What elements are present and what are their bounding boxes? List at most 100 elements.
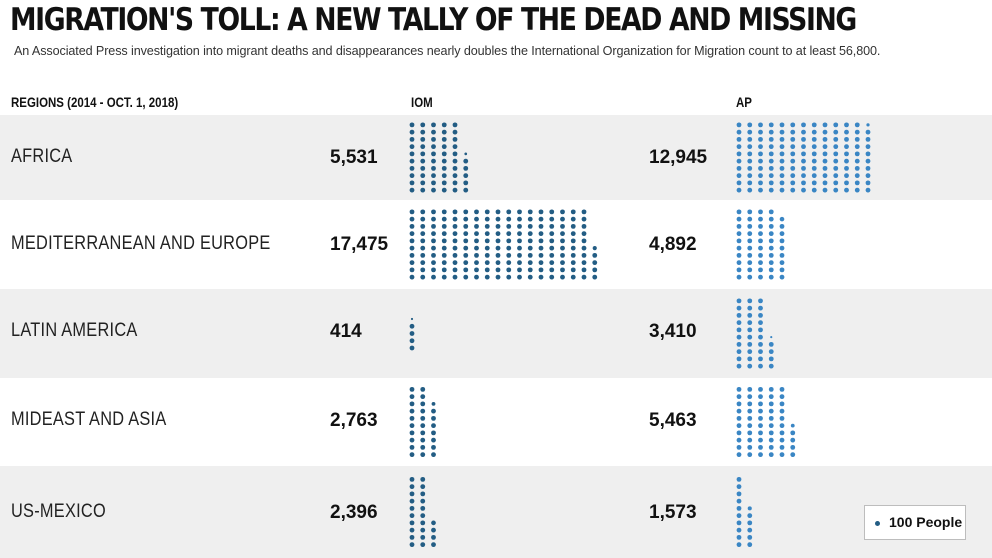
iom-dot-mideast-and-asia — [420, 452, 426, 458]
iom-dot-mediterranean-and-europe — [517, 245, 522, 251]
ap-dot-latin-america — [758, 356, 763, 362]
iom-dot-mediterranean-and-europe — [506, 274, 512, 280]
iom-dot-africa — [409, 165, 415, 171]
ap-dot-africa — [811, 151, 817, 157]
iom-dot-us-mexico — [420, 520, 426, 526]
iom-dot-mediterranean-and-europe — [431, 252, 436, 258]
iom-dot-mediterranean-and-europe — [452, 252, 458, 258]
iom-dot-mediterranean-and-europe — [549, 209, 555, 215]
iom-dot-mediterranean-and-europe — [517, 238, 522, 244]
ap-dot-africa — [854, 173, 860, 179]
iom-dot-us-mexico — [420, 505, 426, 511]
iom-dot-mediterranean-and-europe — [452, 267, 458, 273]
ap-dot-latin-america — [736, 305, 742, 311]
iom-dot-mediterranean-and-europe — [441, 245, 447, 251]
ap-dot-africa — [758, 187, 763, 193]
iom-dot-us-mexico — [409, 484, 415, 490]
ap-dot-latin-america — [747, 341, 753, 347]
ap-dot-africa — [747, 180, 753, 186]
iom-dot-mediterranean-and-europe — [527, 223, 533, 229]
legend-dot-icon — [875, 521, 880, 526]
iom-dot-africa — [420, 144, 426, 150]
ap-dot-mideast-and-asia — [790, 452, 796, 458]
iom-dot-mediterranean-and-europe — [441, 260, 447, 266]
ap-dot-us-mexico — [736, 498, 742, 504]
iom-dot-mediterranean-and-europe — [506, 245, 512, 251]
ap-dot-latin-america — [758, 341, 763, 347]
ap-dot-latin-america-partial — [770, 336, 773, 339]
iom-dot-latin-america — [409, 338, 415, 344]
ap-value: 3,410 — [649, 321, 697, 342]
ap-dot-us-mexico-partial — [747, 506, 752, 511]
iom-dot-mediterranean-and-europe — [549, 245, 555, 251]
iom-dot-mediterranean-and-europe — [581, 223, 587, 229]
ap-dot-mediterranean-and-europe — [779, 238, 785, 244]
iom-dot-mediterranean-and-europe — [560, 223, 565, 229]
ap-dot-africa — [736, 151, 742, 157]
iom-dot-mediterranean-and-europe — [538, 216, 544, 222]
region-label: MEDITERRANEAN AND EUROPE — [11, 233, 271, 254]
ap-dot-africa — [790, 173, 796, 179]
iom-dot-mediterranean-and-europe — [495, 209, 501, 215]
ap-dot-mideast-and-asia — [779, 408, 785, 414]
ap-dot-africa — [758, 165, 763, 171]
ap-dot-africa — [801, 136, 806, 142]
iom-dot-africa — [452, 129, 458, 135]
ap-dot-mideast-and-asia — [736, 408, 742, 414]
ap-dot-africa — [779, 158, 785, 164]
iom-dot-us-mexico — [409, 491, 415, 497]
ap-dot-africa — [790, 158, 796, 164]
iom-dot-africa — [441, 180, 447, 186]
iom-dot-africa — [409, 136, 415, 142]
ap-dot-africa — [779, 173, 785, 179]
table-row-mediterranean-and-europe: MEDITERRANEAN AND EUROPE 17,475 4,892 — [0, 200, 992, 289]
ap-dot-mideast-and-asia — [768, 452, 774, 458]
iom-dot-mediterranean-and-europe — [452, 238, 458, 244]
ap-value: 5,463 — [649, 410, 697, 431]
iom-dot-us-mexico — [409, 513, 415, 519]
ap-dot-mideast-and-asia — [758, 430, 763, 436]
iom-dot-us-mexico — [431, 534, 436, 540]
ap-dot-africa — [833, 187, 839, 193]
iom-dot-mideast-and-asia — [409, 415, 415, 421]
iom-dot-mediterranean-and-europe — [463, 260, 469, 266]
iom-dot-mediterranean-and-europe — [527, 216, 533, 222]
iom-dot-africa — [463, 187, 469, 193]
iom-dot-africa — [420, 122, 426, 128]
iom-dot-mediterranean-and-europe — [474, 223, 479, 229]
ap-dot-africa — [844, 173, 849, 179]
ap-dot-africa — [822, 136, 828, 142]
iom-dot-us-mexico-partial — [431, 520, 436, 526]
iom-dot-africa — [420, 158, 426, 164]
ap-dot-africa — [844, 122, 849, 128]
ap-dot-mediterranean-and-europe — [768, 245, 774, 251]
ap-dot-mideast-and-asia — [768, 394, 774, 400]
iom-dot-mediterranean-and-europe — [560, 238, 565, 244]
ap-dot-mediterranean-and-europe — [779, 260, 785, 266]
iom-dot-mediterranean-and-europe — [527, 245, 533, 251]
ap-dot-mediterranean-and-europe — [779, 223, 785, 229]
iom-dot-us-mexico — [409, 498, 415, 504]
ap-dot-africa — [768, 122, 774, 128]
iom-dot-africa — [441, 136, 447, 142]
iom-dot-mediterranean-and-europe — [549, 274, 555, 280]
iom-dot-mideast-and-asia — [431, 444, 436, 450]
iom-dot-mideast-and-asia — [409, 430, 415, 436]
ap-dot-us-mexico — [736, 520, 742, 526]
iom-dot-africa — [441, 129, 447, 135]
ap-dot-mideast-and-asia — [779, 444, 785, 450]
ap-dot-africa — [801, 122, 806, 128]
ap-dot-africa — [865, 151, 871, 157]
ap-dot-africa — [758, 158, 763, 164]
ap-dot-us-mexico — [747, 534, 753, 540]
iom-dot-mediterranean-and-europe — [549, 238, 555, 244]
iom-dot-mediterranean-and-europe — [506, 209, 512, 215]
ap-dot-africa — [801, 165, 806, 171]
iom-dot-mideast-and-asia — [420, 415, 426, 421]
iom-dot-mediterranean-and-europe — [517, 223, 522, 229]
iom-dot-mediterranean-and-europe — [452, 209, 458, 215]
ap-dot-latin-america — [758, 298, 763, 304]
iom-dot-africa — [452, 122, 458, 128]
iom-dot-mideast-and-asia — [420, 408, 426, 414]
ap-dot-mideast-and-asia — [758, 394, 763, 400]
